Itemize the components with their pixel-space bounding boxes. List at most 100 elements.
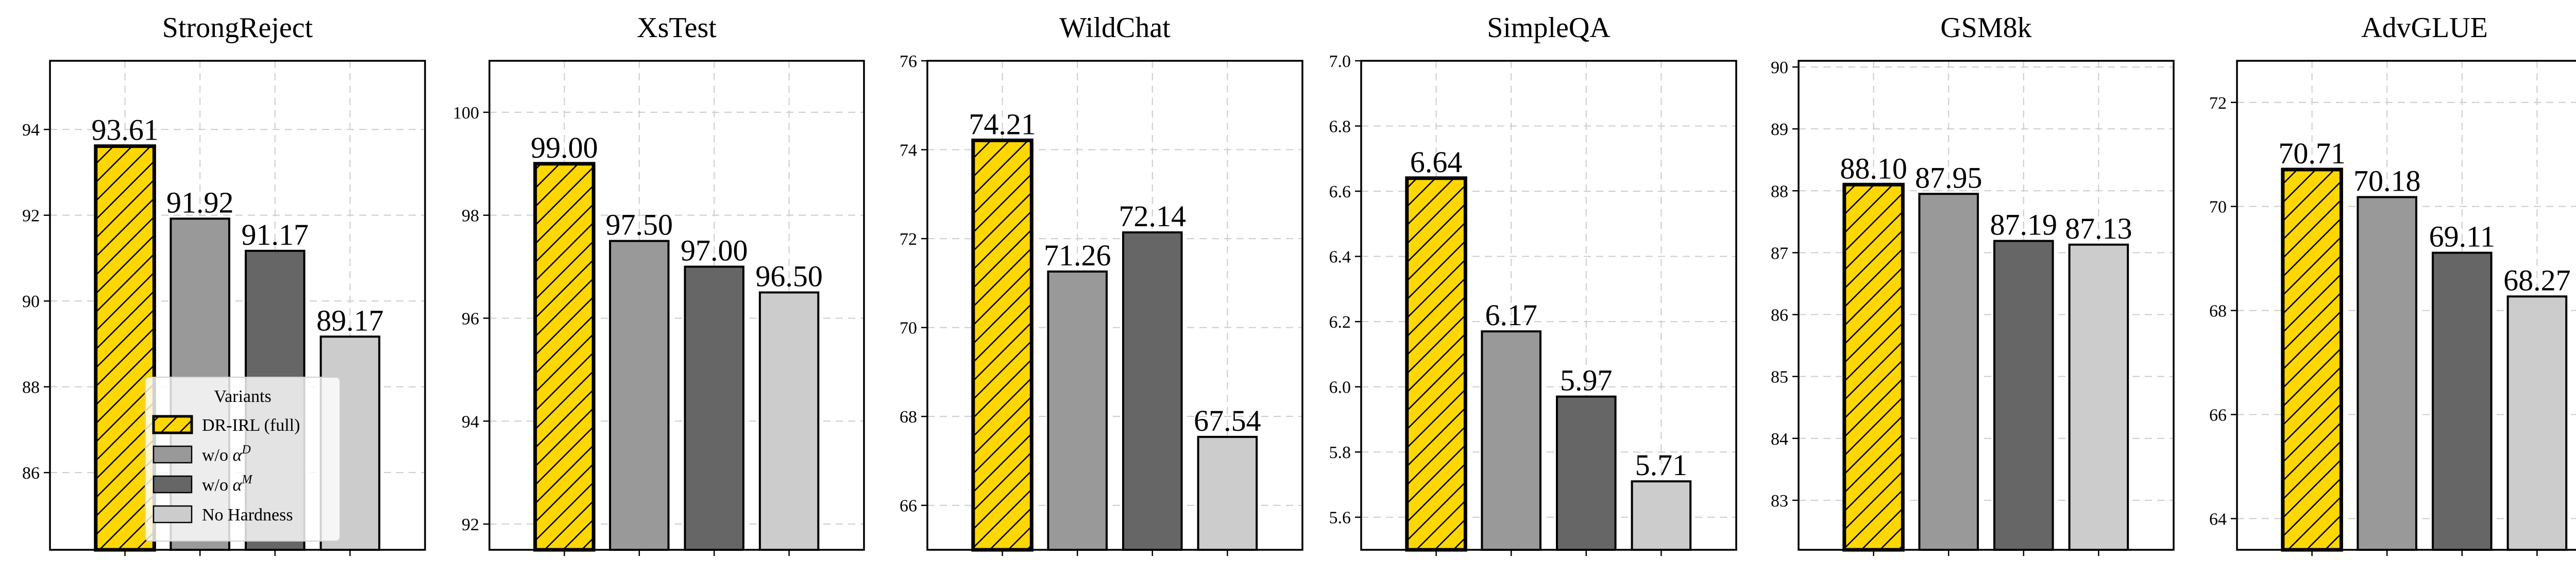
value-label-full: 88.10 — [1840, 151, 1907, 185]
legend: Variants DR-IRL (full) w/o αD w/o αM No Hard… — [145, 377, 341, 542]
value-label-no-hardness: 5.71 — [1635, 448, 1688, 482]
bar-no-alpha-m — [1122, 231, 1183, 551]
bar-no-alpha-d — [1047, 270, 1108, 551]
y-tick-label: 100 — [453, 104, 479, 123]
y-tick-label: 72 — [2209, 94, 2227, 113]
value-label-no-alpha-m: 69.11 — [2429, 220, 2495, 254]
legend-label-full: DR-IRL (full) — [202, 416, 300, 435]
legend-swatch-no-alpha-m — [152, 475, 193, 494]
value-label-no-hardness: 87.13 — [2065, 212, 2132, 245]
value-label-full: 70.71 — [2278, 137, 2346, 170]
value-label-no-alpha-d: 97.50 — [606, 208, 673, 242]
legend-label-no-alpha-d: w/o αD — [202, 443, 251, 465]
bar-no-hardness — [1197, 435, 1258, 551]
bar-full — [94, 144, 156, 552]
y-tick-label: 98 — [462, 207, 479, 226]
bar-full — [971, 138, 1033, 552]
y-tick-label: 6.4 — [1329, 248, 1351, 267]
y-tick-label: 66 — [900, 497, 917, 516]
legend-label-no-hardness: No Hardness — [202, 505, 293, 525]
y-tick-label: 85 — [1771, 368, 1788, 387]
bar-no-alpha-d — [2357, 196, 2417, 551]
y-tick-label: 94 — [22, 121, 40, 140]
value-label-no-alpha-d: 91.92 — [166, 186, 234, 219]
y-tick-label: 68 — [2209, 302, 2227, 321]
y-tick-label: 76 — [900, 52, 917, 71]
y-tick-label: 86 — [22, 464, 40, 483]
bar-no-hardness — [758, 291, 820, 551]
value-label-no-alpha-d: 87.95 — [1915, 161, 1982, 194]
legend-swatch-full — [152, 415, 193, 434]
bar-full — [1842, 182, 1905, 552]
legend-swatch-hatch — [154, 416, 192, 433]
y-tick-label: 92 — [462, 515, 479, 534]
y-tick-label: 6.8 — [1329, 117, 1351, 137]
panel-title: GSM8k — [1940, 12, 2031, 44]
bar-full — [533, 162, 596, 552]
value-label-no-alpha-d: 6.17 — [1485, 298, 1537, 332]
y-tick-label: 7.0 — [1329, 52, 1351, 71]
value-label-no-alpha-m: 5.97 — [1560, 364, 1613, 397]
y-tick-label: 86 — [1771, 306, 1788, 325]
y-tick-label: 6.0 — [1329, 378, 1351, 397]
value-label-no-alpha-m: 91.17 — [242, 218, 309, 251]
panel-3: 6.64 6.17 5.97 5.71 5.6 5.8 6.0 6.2 6.4 6.6 6.8 7.0… — [1329, 12, 1737, 556]
bar-no-alpha-d — [1918, 193, 1979, 551]
y-tick-label: 96 — [462, 309, 479, 328]
value-label-no-alpha-d: 71.26 — [1044, 239, 1111, 272]
y-tick-label: 5.6 — [1329, 509, 1351, 528]
value-label-no-hardness: 96.50 — [755, 260, 823, 293]
panel-title: XsTest — [637, 12, 717, 44]
y-tick-label: 5.8 — [1329, 443, 1351, 462]
axes-frame — [1798, 60, 2175, 551]
axes-frame — [2236, 60, 2576, 551]
y-tick-label: 87 — [1771, 244, 1788, 263]
legend-label-no-alpha-m: w/o αM — [202, 473, 253, 495]
y-tick-label: 74 — [900, 141, 917, 160]
bar-full — [1405, 176, 1467, 552]
legend-swatch-bg-no-hardness — [154, 506, 192, 523]
bar-no-alpha-m — [1556, 395, 1617, 551]
y-tick-label: 88 — [22, 378, 40, 397]
y-tick-label: 68 — [900, 408, 917, 427]
legend-box — [145, 377, 341, 542]
bar-no-hardness — [2506, 295, 2568, 551]
bar-no-alpha-m — [1993, 240, 2054, 551]
y-tick-label: 66 — [2209, 406, 2227, 425]
y-tick-label: 83 — [1771, 492, 1788, 511]
y-tick-label: 70 — [2209, 198, 2227, 217]
axes-frame — [926, 60, 1303, 551]
bar-full — [2281, 167, 2343, 552]
value-label-no-alpha-m: 97.00 — [681, 234, 748, 267]
y-tick-label: 92 — [22, 207, 40, 226]
value-label-full: 99.00 — [531, 131, 598, 164]
legend-swatch-bg-no-alpha-m — [154, 476, 192, 493]
y-tick-label: 94 — [462, 412, 479, 431]
y-tick-label: 84 — [1771, 430, 1788, 449]
bar-no-alpha-d — [1481, 330, 1541, 551]
value-label-no-hardness: 68.27 — [2503, 263, 2571, 297]
panel-title: WildChat — [1059, 12, 1171, 44]
y-tick-label: 70 — [900, 319, 917, 338]
y-tick-label: 88 — [1771, 182, 1788, 201]
y-tick-label: 90 — [1771, 58, 1788, 77]
value-label-no-hardness: 67.54 — [1194, 404, 1261, 437]
panel-title: SimpleQA — [1487, 12, 1611, 44]
legend-swatch-no-alpha-d — [152, 445, 193, 464]
bar-no-hardness — [2068, 243, 2129, 551]
value-label-no-alpha-d: 70.18 — [2353, 164, 2421, 198]
value-label-full: 93.61 — [91, 113, 159, 147]
legend-swatch-bg-no-alpha-d — [154, 446, 192, 463]
legend-swatch-no-hardness — [152, 505, 193, 524]
bar-no-alpha-d — [609, 240, 670, 551]
legend-title: Variants — [214, 387, 271, 406]
y-tick-label: 6.2 — [1329, 313, 1351, 332]
axes-frame — [488, 60, 865, 551]
axes-frame — [1360, 60, 1737, 551]
bar-no-hardness — [1631, 480, 1692, 551]
panel-title: StrongReject — [162, 12, 313, 44]
